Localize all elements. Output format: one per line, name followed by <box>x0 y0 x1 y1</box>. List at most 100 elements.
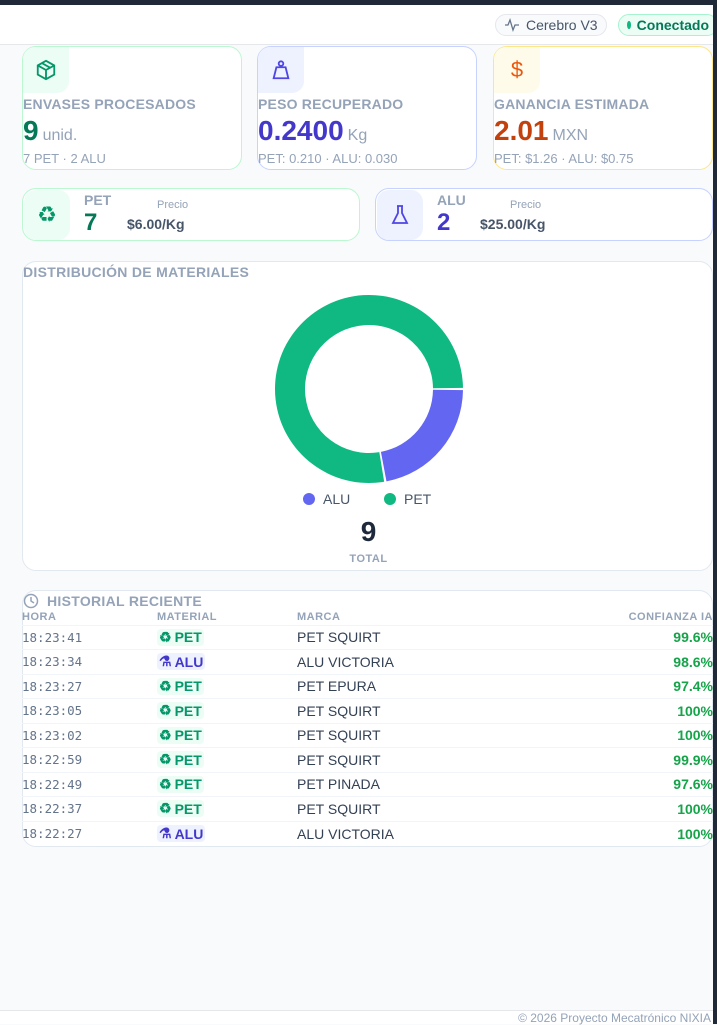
dollar-icon: $ <box>494 47 540 93</box>
top-bar: Cerebro V3 Conectado <box>0 5 717 45</box>
row-confidence: 99.6% <box>519 624 713 650</box>
row-brand: PET SQUIRT <box>297 722 520 748</box>
row-brand: PET SQUIRT <box>297 796 520 821</box>
kpi-card-profit: $ GANANCIA ESTIMADA 2.01 MXN PET: $1.26 ·… <box>493 46 713 170</box>
table-row: 18:23:27 ♻ PET PET EPURA 97.4% <box>22 673 713 699</box>
legend-label: ALU <box>323 491 351 507</box>
material-name: ALU <box>437 192 466 208</box>
kpi-sub: PET: $1.26 · ALU: $0.75 <box>494 151 634 166</box>
row-confidence: 100% <box>519 820 713 846</box>
kpi-card-weight: PESO RECUPERADO 0.2400 Kg PET: 0.210 · AL… <box>257 46 477 170</box>
row-material: ♻ PET <box>157 698 297 723</box>
material-badge: ♻ PET <box>157 775 204 793</box>
legend-swatch <box>303 493 315 505</box>
kpi-card-processed: ENVASES PROCESADOS 9 unid. 7 PET · 2 ALU <box>22 46 242 170</box>
material-badge: ♻ PET <box>157 628 204 646</box>
history-title: HISTORIAL RECIENTE <box>47 593 203 609</box>
activity-icon <box>505 18 519 32</box>
row-brand: PET SQUIRT <box>297 698 520 723</box>
recycle-icon: ♻ <box>159 677 172 694</box>
model-badge: Cerebro V3 <box>495 14 607 36</box>
row-time: 18:22:59 <box>22 747 157 772</box>
recycle-icon: ♻ <box>159 800 172 817</box>
total-value: 9 <box>360 516 377 547</box>
row-time: 18:23:41 <box>22 624 157 650</box>
donut-slice-alu[interactable] <box>380 389 463 482</box>
col-marca: MARCA <box>297 611 341 624</box>
material-card-pet: ♻ PET 7 Precio $6.00/Kg <box>22 188 360 241</box>
material-badge: ⚗ ALU <box>157 653 206 671</box>
col-hora: HORA <box>22 611 57 624</box>
material-badge: ♻ PET <box>157 702 204 720</box>
kpi-label: PESO RECUPERADO <box>258 96 404 112</box>
material-price: $25.00/Kg <box>480 216 546 232</box>
row-material: ♻ PET <box>157 747 297 772</box>
row-material: ♻ PET <box>157 771 297 797</box>
table-row: 18:23:34 ⚗ ALU ALU VICTORIA 98.6% <box>22 649 713 674</box>
status-dot <box>627 21 631 29</box>
donut-chart <box>274 294 463 483</box>
flask-icon <box>377 190 423 240</box>
row-confidence: 97.6% <box>519 771 713 797</box>
row-confidence: 100% <box>519 722 713 748</box>
row-confidence: 97.4% <box>519 673 713 699</box>
donut-slice-pet[interactable] <box>274 294 463 483</box>
table-row: 18:22:27 ⚗ ALU ALU VICTORIA 100% <box>22 820 713 846</box>
price-label: Precio <box>157 199 189 211</box>
flask-icon: ⚗ <box>159 825 172 841</box>
kpi-sub: 7 PET · 2 ALU <box>23 151 106 166</box>
window-top-edge <box>0 0 717 5</box>
window-right-edge <box>713 0 717 1024</box>
recycle-icon: ♻ <box>159 702 172 719</box>
row-confidence: 100% <box>519 698 713 723</box>
row-material: ⚗ ALU <box>157 649 297 674</box>
kpi-label: ENVASES PROCESADOS <box>23 96 196 112</box>
row-confidence: 99.9% <box>519 747 713 772</box>
legend-label: PET <box>404 491 432 507</box>
history-header: HISTORIAL RECIENTE <box>23 593 202 609</box>
material-count: 7 <box>84 209 98 236</box>
row-time: 18:22:37 <box>22 796 157 821</box>
footer: © 2026 Proyecto Mecatrónico NIXIA <box>0 1010 713 1025</box>
weight-icon <box>258 47 304 93</box>
price-label: Precio <box>510 199 542 211</box>
row-material: ♻ PET <box>157 796 297 821</box>
row-material: ♻ PET <box>157 673 297 699</box>
row-confidence: 100% <box>519 796 713 821</box>
material-card-alu: ALU 2 Precio $25.00/Kg <box>375 188 713 241</box>
row-confidence: 98.6% <box>519 649 713 674</box>
material-badge: ♻ PET <box>157 726 204 744</box>
recycle-icon: ♻ <box>159 628 172 645</box>
row-material: ⚗ ALU <box>157 820 297 846</box>
total-label: TOTAL <box>349 553 388 565</box>
material-badge: ♻ PET <box>157 677 204 695</box>
table-row: 18:23:41 ♻ PET PET SQUIRT 99.6% <box>22 624 713 650</box>
legend-swatch <box>384 493 396 505</box>
row-material: ♻ PET <box>157 722 297 748</box>
distribution-card: DISTRIBUCIÓN DE MATERIALES ALU PET 9 TOT… <box>22 261 713 571</box>
row-brand: PET PINADA <box>297 771 520 797</box>
material-badge: ♻ PET <box>157 751 204 769</box>
row-time: 18:23:02 <box>22 722 157 748</box>
col-confianza: CONFIANZA IA <box>628 611 713 624</box>
material-price: $6.00/Kg <box>127 216 185 232</box>
clock-icon <box>23 593 39 609</box>
legend-item-pet[interactable]: PET <box>384 491 431 507</box>
history-table: HORA MATERIAL MARCA CONFIANZA IA 18:23:4… <box>22 610 713 846</box>
col-material: MATERIAL <box>157 611 218 624</box>
recycle-icon: ♻ <box>159 726 172 743</box>
row-time: 18:22:49 <box>22 771 157 797</box>
row-brand: ALU VICTORIA <box>297 649 520 674</box>
material-name: PET <box>84 192 112 208</box>
legend-item-alu[interactable]: ALU <box>303 491 350 507</box>
row-time: 18:23:05 <box>22 698 157 723</box>
table-row: 18:23:05 ♻ PET PET SQUIRT 100% <box>22 698 713 723</box>
table-row: 18:23:02 ♻ PET PET SQUIRT 100% <box>22 722 713 748</box>
connection-status: Conectado <box>618 14 717 36</box>
row-time: 18:23:27 <box>22 673 157 699</box>
material-count: 2 <box>437 209 451 236</box>
row-time: 18:23:34 <box>22 649 157 674</box>
table-row: 18:22:37 ♻ PET PET SQUIRT 100% <box>22 796 713 821</box>
row-brand: ALU VICTORIA <box>297 820 520 846</box>
recycle-icon: ♻ <box>159 775 172 792</box>
